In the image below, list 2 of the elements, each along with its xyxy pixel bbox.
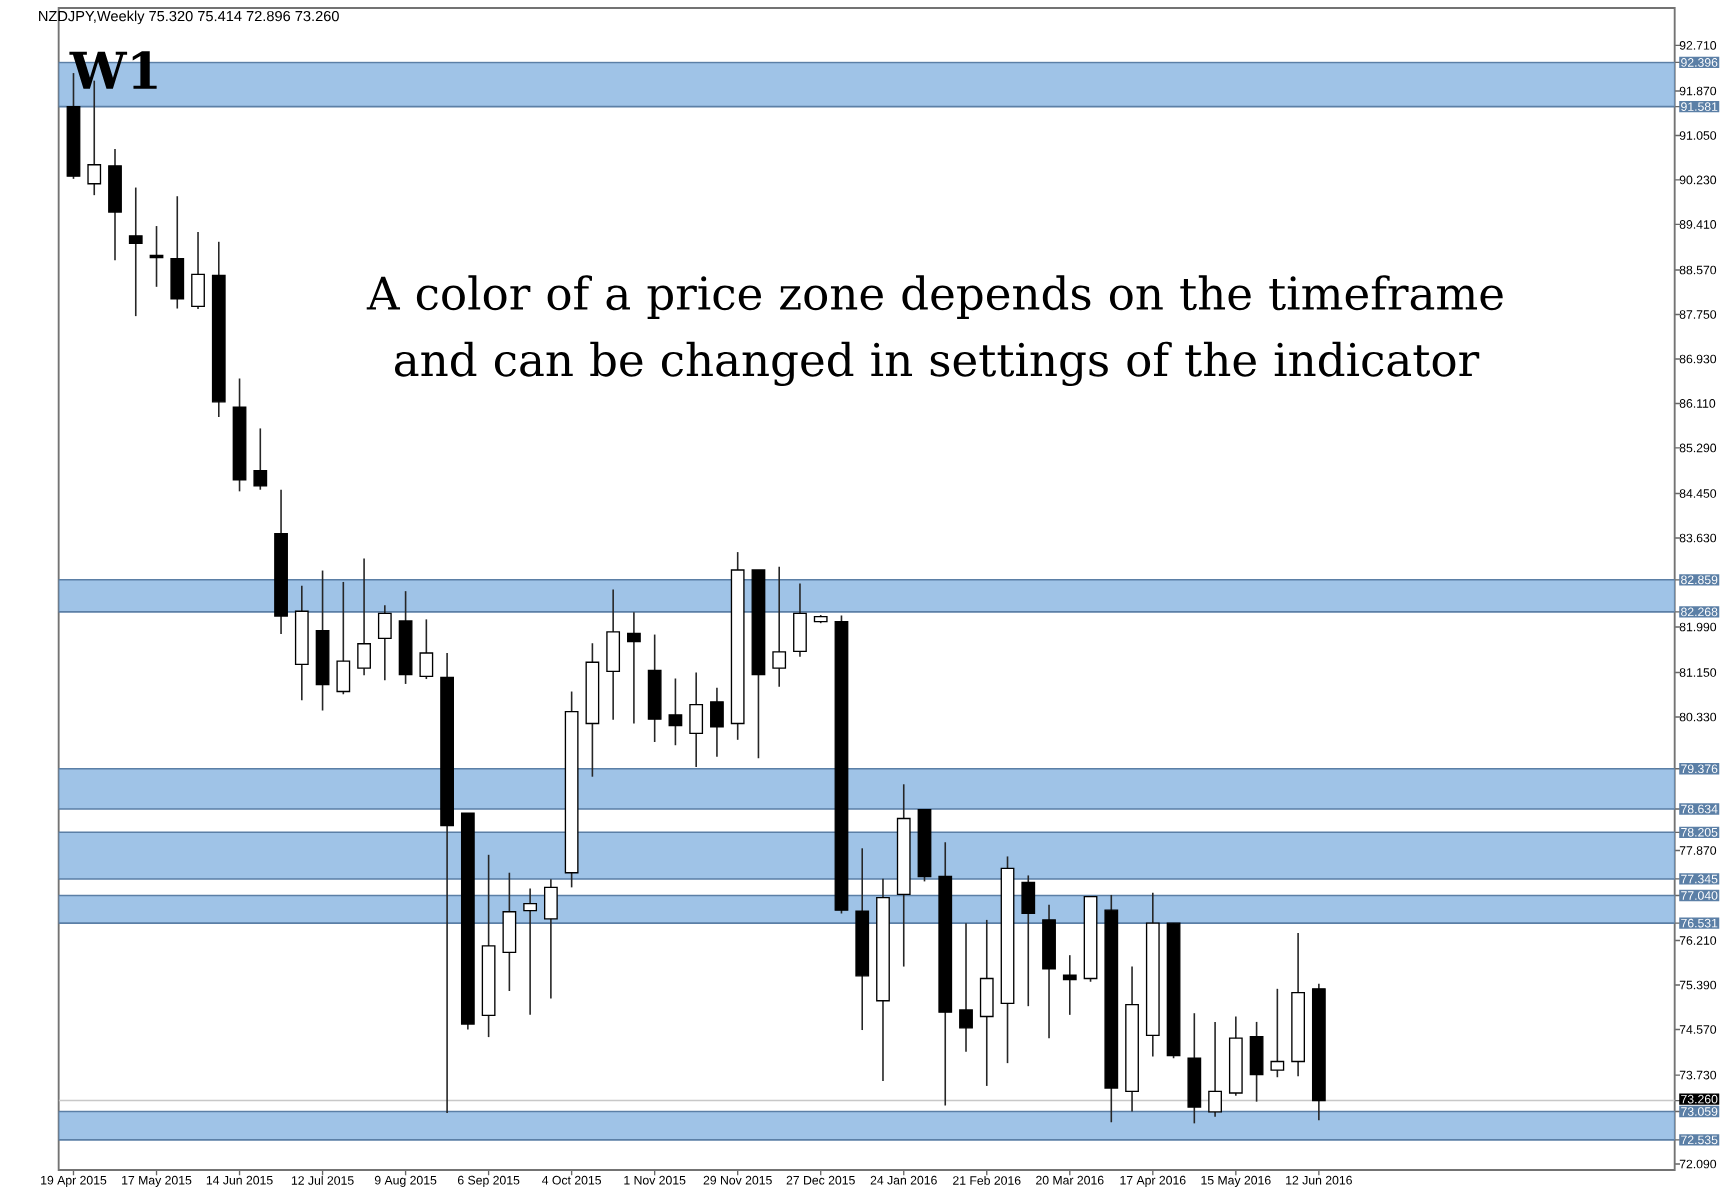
- annotation: A color of a price zone depends on the timeframe and can be changed in settings of the indicator: [366, 275, 1503, 387]
- annotation: W1: [69, 51, 157, 89]
